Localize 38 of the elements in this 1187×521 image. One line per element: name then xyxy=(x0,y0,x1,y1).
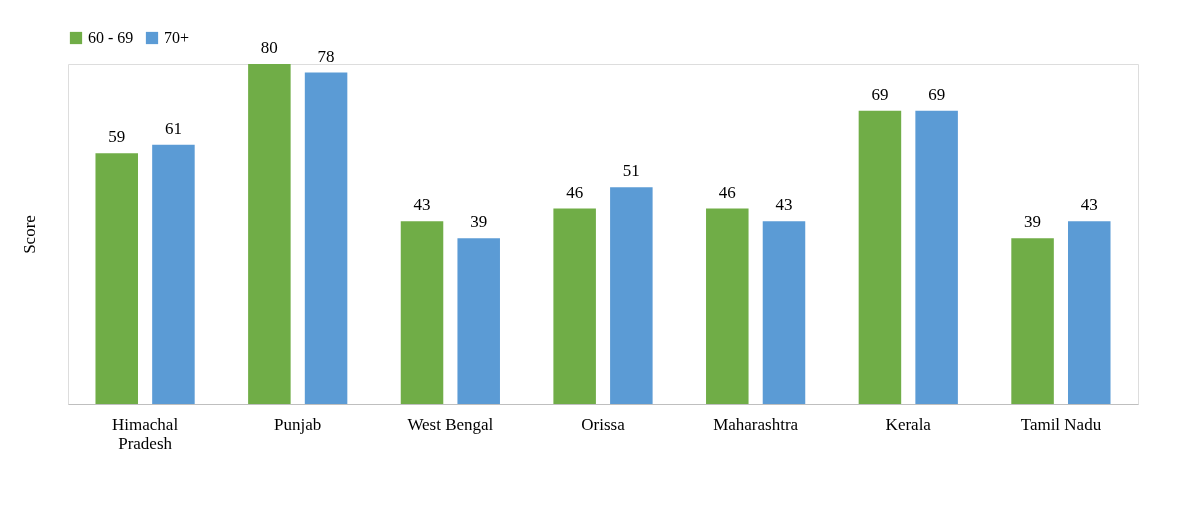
x-tick-label: Kerala xyxy=(885,414,932,434)
x-tick-label: Tamil Nadu xyxy=(1020,414,1102,434)
data-label: 46 xyxy=(566,182,584,202)
bar xyxy=(400,221,444,404)
data-label: 51 xyxy=(622,161,640,181)
bar xyxy=(553,208,596,404)
x-tick-label: Himachal Pradesh xyxy=(112,414,179,453)
bar xyxy=(858,110,902,404)
data-label: 46 xyxy=(718,182,736,202)
bar xyxy=(152,144,195,404)
bar xyxy=(706,208,749,404)
data-label: 39 xyxy=(470,212,488,232)
bar xyxy=(915,110,958,404)
bar xyxy=(1068,221,1111,404)
data-label: 59 xyxy=(108,127,126,147)
bar xyxy=(248,64,291,404)
data-label: 39 xyxy=(1024,212,1042,232)
bar xyxy=(95,153,138,404)
x-tick-label: Punjab xyxy=(274,414,322,434)
bar xyxy=(304,72,348,404)
y-axis-title: Score xyxy=(19,215,39,254)
legend-label: 60 - 69 xyxy=(88,29,134,46)
bar xyxy=(762,221,806,404)
x-tick-label: Orissa xyxy=(581,414,626,434)
data-label: 80 xyxy=(260,38,278,57)
data-label: 69 xyxy=(928,84,946,104)
x-tick-label: Maharashtra xyxy=(713,414,799,434)
data-label: 61 xyxy=(164,118,182,138)
bar xyxy=(1011,238,1054,404)
bar xyxy=(457,238,500,404)
data-label: 43 xyxy=(1080,195,1098,215)
data-label: 43 xyxy=(413,195,431,215)
data-label: 78 xyxy=(317,46,335,66)
data-label: 69 xyxy=(871,84,889,104)
legend-label: 70+ xyxy=(164,29,190,46)
data-label: 43 xyxy=(775,195,793,215)
x-tick-label: West Bengal xyxy=(407,414,494,434)
bar xyxy=(610,187,653,404)
